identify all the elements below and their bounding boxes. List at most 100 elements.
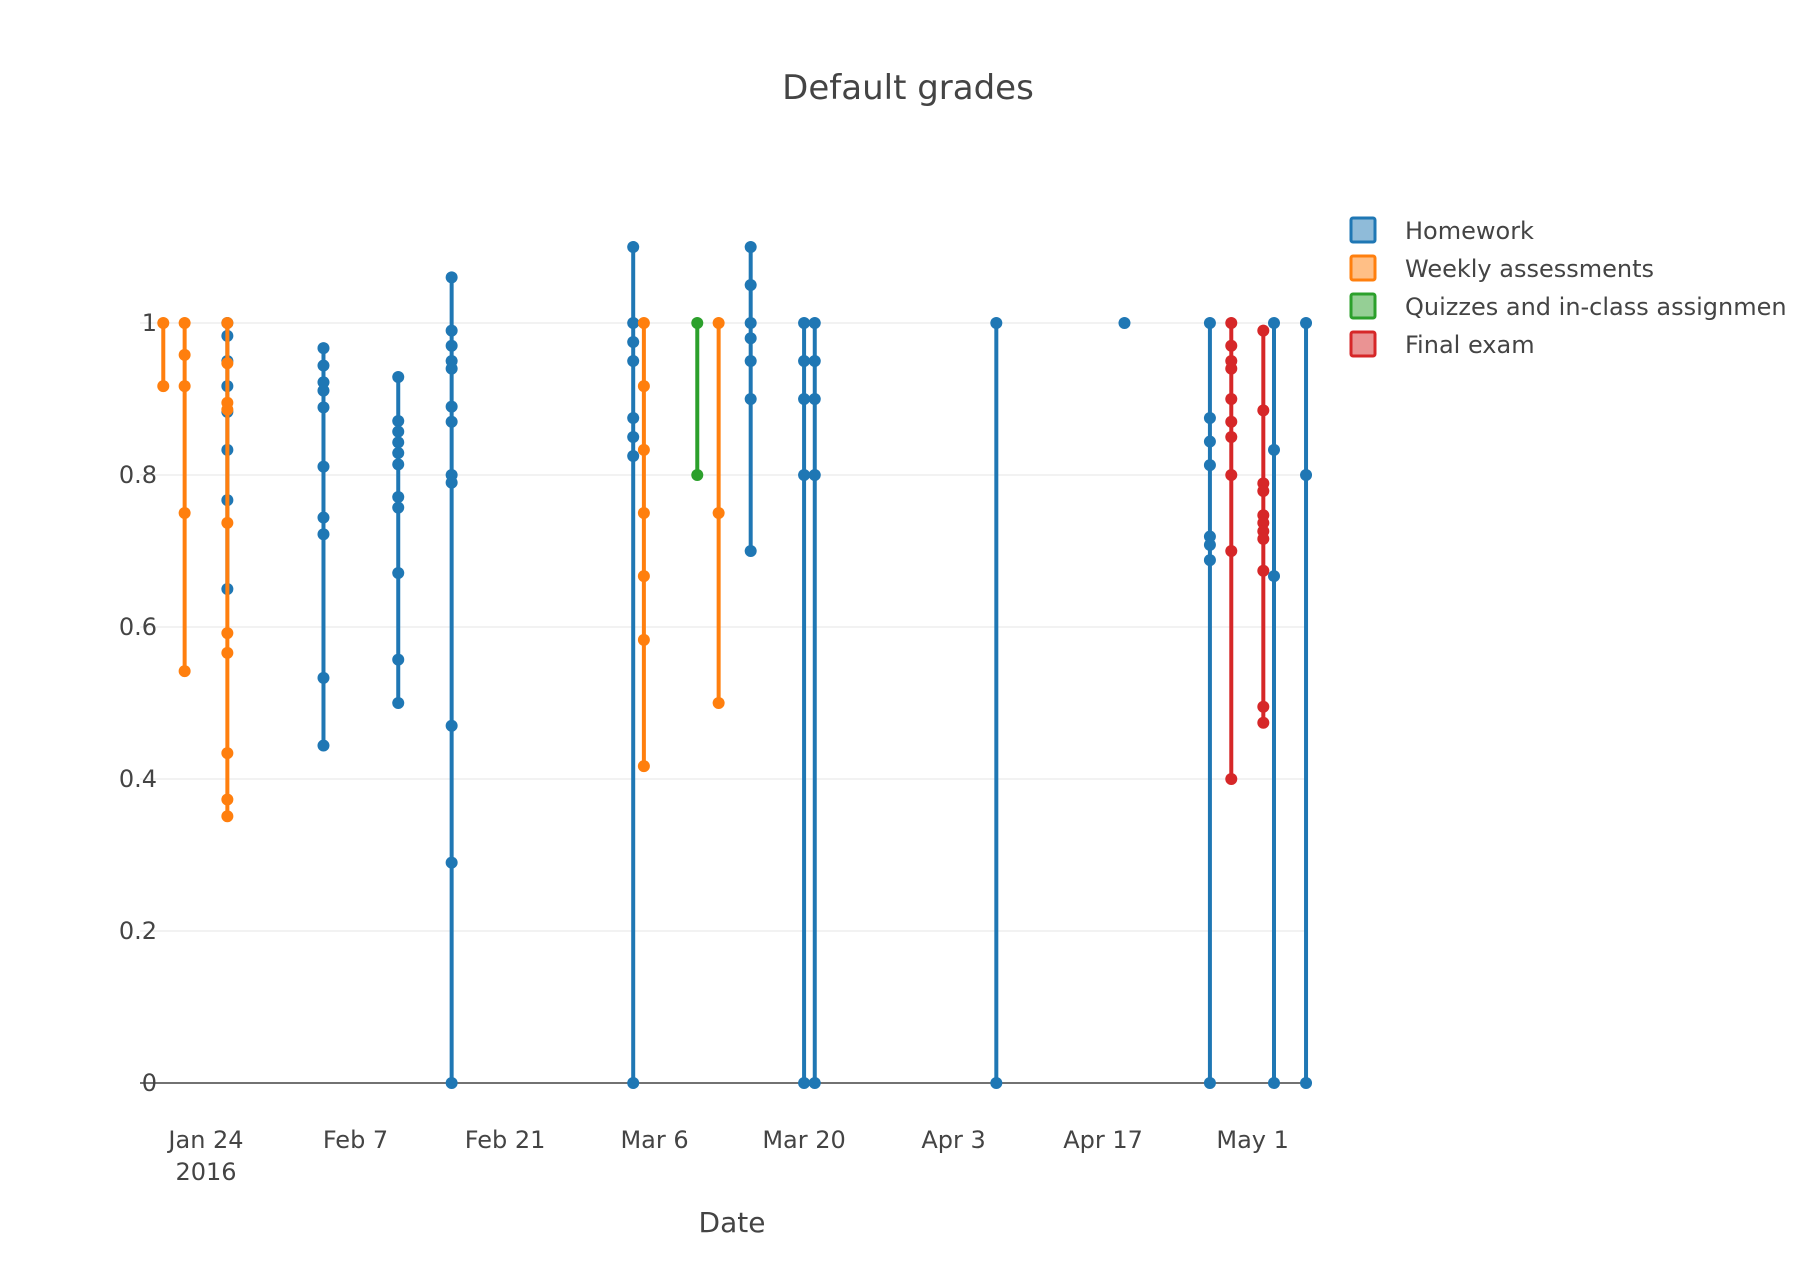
data-point (1225, 773, 1238, 785)
data-point (317, 528, 330, 541)
data-point (445, 362, 458, 375)
data-point (221, 810, 234, 823)
data-point (392, 501, 405, 514)
data-point (445, 271, 458, 284)
data-point (1268, 570, 1280, 583)
x-tick-label: Apr 17 (1063, 1126, 1143, 1154)
data-point (221, 747, 234, 760)
data-point (808, 317, 821, 329)
data-point (1225, 415, 1238, 428)
data-point (744, 545, 757, 557)
data-point (317, 671, 330, 684)
legend[interactable]: Homework Weekly assessments Quizzes and in… (1349, 216, 1787, 359)
data-point (392, 567, 405, 580)
y-tick-label: 1 (142, 309, 157, 337)
x-tick-label: Jan 24 (166, 1126, 243, 1154)
data-point (798, 393, 811, 405)
y-tick-label: 0.4 (119, 765, 157, 793)
legend-item[interactable]: Homework (1349, 216, 1534, 245)
legend-item[interactable]: Final exam (1349, 330, 1535, 359)
data-point (445, 476, 458, 489)
data-point (317, 384, 330, 397)
series-quizzes-and-in-class-assignmen (691, 317, 704, 481)
data-point (637, 760, 650, 773)
data-point (744, 393, 757, 405)
data-point (1268, 317, 1280, 329)
data-point (178, 348, 191, 361)
data-point (445, 400, 458, 413)
data-point (712, 697, 725, 709)
data-point (317, 511, 330, 524)
data-point (317, 376, 330, 389)
data-point (627, 450, 640, 462)
data-point (221, 317, 234, 329)
data-point (691, 469, 704, 481)
legend-item[interactable]: Quizzes and in-class assignmen (1349, 292, 1787, 321)
x-tick-label: Mar 6 (620, 1126, 688, 1154)
data-point (744, 279, 757, 291)
data-point (445, 324, 458, 337)
data-point (445, 856, 458, 869)
data-point (637, 570, 650, 583)
data-point (1203, 317, 1216, 329)
y-tick-label: 0.8 (119, 461, 157, 489)
data-point (1268, 443, 1280, 456)
data-point (712, 507, 725, 519)
legend-label: Weekly assessments (1405, 255, 1654, 283)
series-weekly-assessments (157, 317, 725, 823)
data-point (637, 507, 650, 519)
data-point (1257, 484, 1270, 497)
data-point (178, 317, 191, 329)
series-homework (221, 241, 1313, 1089)
data-point (221, 627, 234, 640)
data-point (712, 317, 725, 329)
data-point (392, 415, 405, 428)
legend-item[interactable]: Weekly assessments (1349, 254, 1654, 283)
legend-swatch (1349, 292, 1377, 320)
x-axis-title: Date (699, 1206, 766, 1239)
data-point (1257, 532, 1270, 545)
data-point (317, 401, 330, 414)
data-point (1225, 317, 1238, 329)
data-point (221, 793, 234, 806)
data-point (744, 317, 757, 329)
data-point (1225, 339, 1238, 352)
data-point (1203, 435, 1216, 448)
data-point (445, 339, 458, 352)
data-point (798, 317, 811, 329)
y-axis-ticks: 0 0.2 0.4 0.6 0.8 1 (119, 309, 157, 1097)
data-point (1118, 317, 1131, 329)
data-point (1203, 554, 1216, 567)
data-point (317, 460, 330, 473)
x-tick-label: Feb 7 (323, 1126, 388, 1154)
data-point (221, 403, 234, 416)
data-point (744, 355, 757, 367)
x-axis-ticks: Jan 24 2016 Feb 7 Feb 21 Mar 6 Mar 20 Apr 3 Apr… (166, 1126, 1288, 1186)
data-point (392, 458, 405, 471)
data-point (178, 507, 191, 519)
y-tick-label: 0.6 (119, 613, 157, 641)
data-point (1225, 545, 1238, 557)
data-point (1300, 317, 1313, 329)
data-point (392, 653, 405, 666)
data-point (1257, 324, 1270, 337)
data-point (1203, 1077, 1216, 1089)
x-tick-label: May 1 (1216, 1126, 1289, 1154)
data-point (1300, 1077, 1313, 1089)
data-point (627, 355, 640, 367)
data-point (392, 446, 405, 459)
data-point (637, 380, 650, 393)
data-point (317, 739, 330, 752)
legend-label: Homework (1405, 217, 1534, 245)
data-point (1257, 516, 1270, 529)
data-point (445, 719, 458, 732)
legend-label: Final exam (1405, 331, 1535, 359)
chart-title: Default grades (782, 68, 1034, 108)
legend-label: Quizzes and in-class assignmen (1405, 293, 1787, 321)
data-point (221, 516, 234, 529)
data-point (392, 436, 405, 449)
data-point (1257, 564, 1270, 577)
data-point (1225, 362, 1238, 375)
data-point (744, 241, 757, 253)
